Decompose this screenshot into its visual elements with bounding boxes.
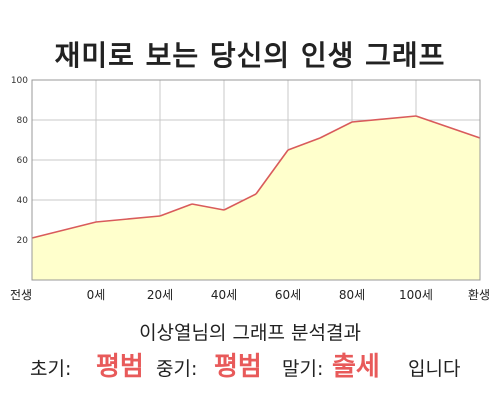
- y-tick-label: 100: [11, 76, 28, 86]
- y-tick-label: 80: [17, 116, 29, 126]
- mid-value: 평범: [214, 352, 262, 382]
- y-tick-label: 20: [17, 236, 29, 246]
- x-tick-label: 전생: [10, 288, 32, 302]
- x-axis: 전생 0세 20세 40세 60세 80세 100세 환생: [10, 288, 490, 302]
- x-tick-label: 40세: [211, 288, 237, 302]
- x-tick-label: 환생: [468, 288, 490, 302]
- result-subtitle: 이상열님의 그래프 분석결과: [139, 322, 361, 344]
- series-line-segment: [159, 203, 193, 217]
- chart-title: 재미로 보는 당신의 인생 그래프: [54, 39, 446, 72]
- series-line-segment: [415, 115, 481, 139]
- x-tick-label: 80세: [339, 288, 365, 302]
- x-tick-label: 100세: [399, 288, 433, 302]
- series-line-segment: [191, 203, 225, 211]
- series-line-segment: [95, 215, 161, 223]
- late-value: 출세: [332, 352, 380, 382]
- series-line-segment: [351, 115, 417, 123]
- series-line-segment: [255, 149, 289, 195]
- ending-text: 입니다: [408, 358, 461, 380]
- mid-label: 중기:: [156, 358, 198, 380]
- result-line: 초기: 평범 중기: 평범 말기: 출세 입니다: [0, 344, 500, 384]
- y-axis: 100 80 60 40 20: [11, 76, 28, 246]
- series-line-segment: [223, 193, 257, 211]
- series-line-segment: [287, 137, 321, 151]
- x-tick-label: 20세: [147, 288, 173, 302]
- x-tick-label: 60세: [275, 288, 301, 302]
- x-tick-label: 0세: [87, 288, 106, 302]
- y-tick-label: 60: [17, 156, 29, 166]
- series-group: [31, 79, 481, 281]
- early-value: 평범: [96, 352, 144, 382]
- y-tick-label: 40: [17, 196, 29, 206]
- series-line-segment: [31, 221, 97, 239]
- late-label: 말기:: [282, 358, 324, 380]
- series-area: [32, 116, 480, 280]
- early-label: 초기:: [30, 358, 72, 380]
- plot-frame: [31, 79, 481, 281]
- series-line-segment: [319, 121, 353, 139]
